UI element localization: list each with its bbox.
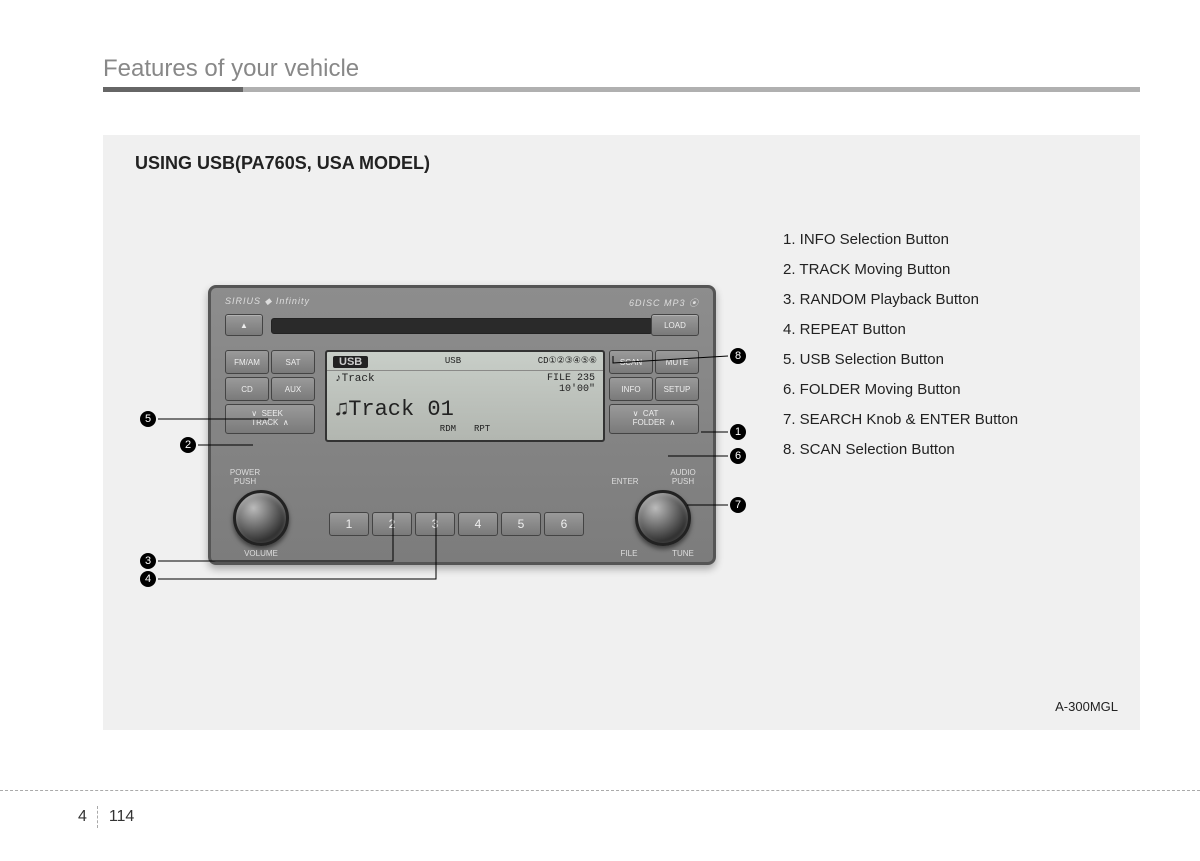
volume-knob: [233, 490, 289, 546]
cat-folder-button: ∨ CAT FOLDER ∧: [609, 404, 699, 434]
brand-row: SIRIUS ◆ Infinity 6DISC MP3 ⦿: [225, 296, 699, 309]
svg-text:1: 1: [735, 426, 741, 438]
svg-text:4: 4: [145, 573, 151, 585]
lcd-file-count: FILE 235: [547, 373, 595, 384]
callout-list: 1. INFO Selection Button 2. TRACK Moving…: [783, 225, 1018, 465]
audio-label: AUDIO PUSH: [663, 468, 703, 486]
section-title: USING USB(PA760S, USA MODEL): [135, 153, 430, 174]
page-separator: [97, 806, 98, 828]
callout-item: 6. FOLDER Moving Button: [783, 375, 1018, 405]
content-box: USING USB(PA760S, USA MODEL) 1. INFO Sel…: [103, 135, 1140, 730]
radio-unit: SIRIUS ◆ Infinity 6DISC MP3 ⦿ ▲ LOAD FM/…: [208, 285, 716, 565]
info-button: INFO: [609, 377, 653, 401]
callout-item: 5. USB Selection Button: [783, 345, 1018, 375]
fmam-button: FM/AM: [225, 350, 269, 374]
header-rule: [103, 87, 1140, 92]
svg-text:2: 2: [185, 439, 191, 451]
footer-rule: [0, 790, 1200, 791]
preset-2: 2: [372, 512, 412, 536]
callout-item: 4. REPEAT Button: [783, 315, 1018, 345]
callout-item: 7. SEARCH Knob & ENTER Button: [783, 405, 1018, 435]
eject-button: ▲: [225, 314, 263, 336]
brand-right: 6DISC MP3 ⦿: [629, 296, 699, 309]
preset-3: 3: [415, 512, 455, 536]
page-header: Features of your vehicle: [103, 55, 1140, 92]
preset-5: 5: [501, 512, 541, 536]
svg-text:3: 3: [145, 555, 151, 567]
mute-button: MUTE: [655, 350, 699, 374]
lcd-track: ♫Track 01: [327, 397, 603, 422]
lcd-folder: ♪Track: [335, 373, 375, 395]
callout-item: 2. TRACK Moving Button: [783, 255, 1018, 285]
preset-6: 6: [544, 512, 584, 536]
callout-item: 1. INFO Selection Button: [783, 225, 1018, 255]
callout-item: 3. RANDOM Playback Button: [783, 285, 1018, 315]
lcd-disc-icons: CD①②③④⑤⑥: [538, 356, 597, 368]
page-title: Features of your vehicle: [103, 55, 1140, 87]
tune-knob: [635, 490, 691, 546]
lcd-mode-tag: USB: [333, 356, 368, 368]
lcd-time: 10'00": [559, 384, 595, 395]
svg-text:7: 7: [735, 499, 741, 511]
volume-label: VOLUME: [225, 549, 297, 558]
cd-button: CD: [225, 377, 269, 401]
scan-button: SCAN: [609, 350, 653, 374]
load-button: LOAD: [651, 314, 699, 336]
brand-left: SIRIUS ◆ Infinity: [225, 296, 310, 309]
svg-text:8: 8: [735, 350, 741, 362]
tune-label: TUNE: [663, 549, 703, 558]
preset-row: 1 2 3 4 5 6: [329, 512, 584, 536]
page-number: 4 114: [78, 802, 134, 828]
lcd-rpt: RPT: [474, 424, 490, 434]
callout-item: 8. SCAN Selection Button: [783, 435, 1018, 465]
svg-text:6: 6: [735, 450, 741, 462]
lcd-rdm: RDM: [440, 424, 456, 434]
chapter-number: 4: [78, 808, 87, 825]
sat-button: SAT: [271, 350, 315, 374]
seek-track-button: ∨ SEEK TRACK ∧: [225, 404, 315, 434]
power-label: POWER PUSH: [225, 468, 265, 486]
setup-button: SETUP: [655, 377, 699, 401]
model-code: A-300MGL: [1055, 699, 1118, 714]
left-button-col: FM/AM SAT CD AUX ∨ SEEK TRACK ∧: [225, 350, 315, 434]
right-button-col: SCAN MUTE INFO SETUP ∨ CAT FOLDER ∧: [609, 350, 699, 434]
svg-text:5: 5: [145, 413, 151, 425]
preset-4: 4: [458, 512, 498, 536]
page-index: 114: [109, 808, 135, 825]
lcd-band: USB: [445, 356, 461, 368]
file-label: FILE: [609, 549, 649, 558]
cd-slot: [271, 318, 653, 334]
preset-1: 1: [329, 512, 369, 536]
lcd-display: USB USB CD①②③④⑤⑥ ♪Track FILE 235 10'00" …: [325, 350, 605, 442]
enter-label: ENTER: [605, 477, 645, 486]
aux-button: AUX: [271, 377, 315, 401]
